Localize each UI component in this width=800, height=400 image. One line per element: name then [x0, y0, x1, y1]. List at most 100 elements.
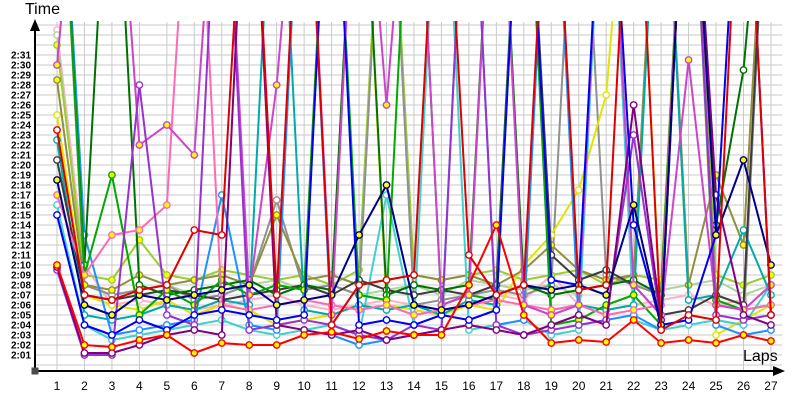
data-point-marker — [657, 326, 666, 334]
y-tick-label: 2:02 — [11, 341, 31, 352]
data-point-marker — [80, 301, 89, 309]
data-point-marker — [108, 311, 116, 319]
data-point-marker — [382, 316, 391, 324]
data-point-marker — [272, 81, 281, 89]
data-point-marker — [574, 336, 583, 344]
data-point-marker — [217, 231, 226, 239]
data-point-marker — [217, 306, 226, 314]
data-point-marker — [739, 311, 748, 319]
data-point-marker — [327, 321, 336, 329]
x-tick-label: 11 — [325, 379, 338, 393]
y-axis-title: Time — [25, 1, 60, 18]
x-tick-label: 24 — [682, 379, 696, 393]
data-point-marker — [629, 281, 638, 289]
data-point-marker — [602, 281, 611, 289]
data-point-marker — [629, 221, 638, 229]
data-point-marker — [355, 335, 363, 343]
data-point-marker — [739, 226, 748, 234]
data-point-marker — [108, 296, 116, 304]
data-point-marker — [712, 316, 720, 324]
y-tick-label: 2:05 — [11, 311, 31, 322]
data-point-marker — [574, 321, 583, 329]
data-point-marker — [162, 201, 171, 209]
data-point-marker — [382, 301, 391, 309]
y-tick-label: 2:26 — [11, 101, 31, 112]
y-tick-label: 2:31 — [11, 51, 31, 62]
data-point-marker — [464, 291, 473, 299]
y-tick-label: 2:13 — [11, 231, 31, 242]
data-point-marker — [190, 326, 199, 334]
data-point-marker — [272, 196, 281, 204]
data-point-marker — [712, 231, 720, 239]
y-tick-label: 2:06 — [11, 301, 31, 312]
series-line-green — [69, 21, 772, 326]
y-tick-label: 2:19 — [11, 171, 31, 182]
y-tick-label: 2:21 — [11, 151, 31, 162]
data-point-marker — [712, 339, 720, 347]
y-tick-label: 2:20 — [11, 161, 31, 172]
y-tick-label: 2:04 — [11, 321, 31, 332]
origin-marker — [31, 367, 39, 375]
data-point-marker — [437, 306, 446, 314]
data-point-marker — [602, 338, 611, 346]
data-point-marker — [190, 349, 199, 357]
x-tick-label: 4 — [136, 379, 143, 393]
data-point-marker — [574, 311, 583, 319]
data-point-marker — [602, 321, 611, 329]
data-point-marker — [217, 331, 226, 339]
data-point-marker — [684, 56, 693, 64]
data-point-marker — [327, 328, 336, 336]
data-point-marker — [464, 301, 473, 309]
x-tick-label: 14 — [407, 379, 421, 393]
data-point-marker — [519, 331, 528, 339]
series-line-magenta — [56, 21, 772, 316]
data-point-marker — [382, 336, 391, 344]
y-tick-label: 2:11 — [12, 251, 32, 262]
x-tick-label: 9 — [273, 379, 280, 393]
data-point-marker — [410, 331, 418, 339]
data-point-marker — [53, 126, 61, 134]
y-tick-label: 2:16 — [11, 201, 31, 212]
data-point-marker — [245, 326, 254, 334]
data-point-marker — [629, 101, 638, 109]
y-tick-label: 2:29 — [11, 71, 31, 82]
data-point-marker — [410, 321, 418, 329]
data-point-marker — [492, 306, 501, 314]
data-point-marker — [190, 291, 199, 299]
x-axis-title: Laps — [743, 348, 778, 365]
data-point-marker — [437, 331, 446, 339]
x-tick-label: 22 — [627, 379, 641, 393]
data-point-marker — [135, 316, 144, 324]
y-axis-arrow-icon — [30, 19, 40, 31]
y-tick-label: 2:14 — [11, 221, 31, 232]
data-point-marker — [108, 171, 116, 179]
data-point-marker — [684, 296, 693, 304]
x-tick-label: 8 — [246, 379, 253, 393]
data-point-marker — [684, 311, 693, 319]
x-tick-label: 21 — [600, 379, 614, 393]
y-tick-label: 2:09 — [11, 271, 31, 282]
y-tick-label: 2:22 — [11, 141, 31, 152]
data-point-marker — [629, 291, 638, 299]
data-point-marker — [355, 231, 363, 239]
y-tick-label: 2:17 — [11, 191, 31, 202]
data-point-marker — [108, 343, 116, 351]
data-point-marker — [217, 286, 226, 294]
y-tick-label: 2:08 — [11, 281, 31, 292]
data-point-marker — [135, 326, 144, 334]
data-point-marker — [519, 311, 528, 319]
y-tick-label: 2:28 — [11, 81, 31, 92]
y-tick-label: 2:07 — [11, 291, 31, 302]
data-point-marker — [162, 281, 171, 289]
data-point-marker — [53, 61, 61, 69]
data-point-marker — [53, 111, 61, 119]
data-point-marker — [135, 141, 144, 149]
data-point-marker — [272, 301, 281, 309]
data-point-marker — [162, 271, 171, 279]
x-tick-label: 26 — [737, 379, 751, 393]
data-point-marker — [272, 211, 281, 219]
x-tick-label: 13 — [380, 379, 394, 393]
data-point-marker — [355, 281, 363, 289]
data-point-marker — [382, 276, 391, 284]
x-tick-label: 1 — [54, 379, 61, 393]
